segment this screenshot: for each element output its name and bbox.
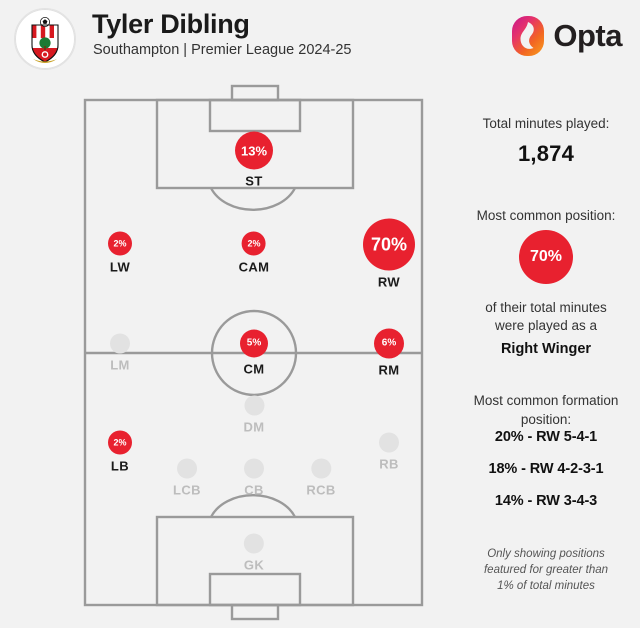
most-common-position-bubble: 70% (519, 230, 573, 284)
position-label-st: ST (245, 173, 263, 189)
of-total-minutes-line2: were played as a (494, 318, 598, 333)
position-label-rm: RM (378, 362, 400, 378)
position-marker-rm: 6% RM (374, 328, 404, 378)
position-bubble-dm (244, 395, 264, 416)
position-bubble-lcb (176, 458, 197, 479)
position-marker-st: 13% ST (235, 131, 273, 189)
position-label-rw: RW (377, 274, 401, 290)
opta-logo-icon (512, 16, 545, 56)
position-marker-dm: DM (243, 395, 265, 435)
position-bubble-rw: 70% (363, 218, 415, 271)
position-marker-rb: RB (379, 432, 399, 472)
position-bubble-lw: 2% (108, 231, 132, 256)
position-marker-rcb: RCB (306, 458, 336, 498)
most-common-position-label: Most common position: (476, 208, 616, 223)
position-marker-lcb: LCB (173, 458, 201, 498)
position-marker-gk: GK (243, 533, 265, 573)
position-label-lw: LW (109, 259, 131, 275)
position-label-rb: RB (379, 456, 399, 472)
most-common-position-name: Right Winger (500, 341, 592, 357)
opta-wordmark: Opta (553, 18, 622, 53)
southampton-crest-icon (14, 8, 76, 70)
position-label-cam: CAM (238, 259, 270, 275)
total-minutes-value: 1,874 (517, 141, 575, 166)
position-bubble-cb (244, 458, 264, 479)
position-bubble-cam: 2% (242, 231, 266, 256)
total-minutes-label: Total minutes played: (482, 116, 610, 131)
position-bubble-gk (244, 533, 264, 554)
formation-row-2: 18% - RW 4-2-3-1 (488, 461, 604, 477)
footnote-line2: featured for greater than (483, 564, 609, 576)
position-bubble-rb (379, 432, 399, 453)
position-label-cm: CM (243, 361, 265, 377)
position-label-rcb: RCB (306, 482, 336, 498)
position-label-lm: LM (110, 357, 130, 373)
position-bubble-lb: 2% (108, 430, 132, 455)
opta-logo: Opta (511, 14, 622, 58)
position-marker-cam: 2% CAM (238, 231, 270, 275)
footnote-line3: 1% of total minutes (497, 580, 595, 592)
position-bubble-st: 13% (235, 131, 273, 170)
position-bubble-rm: 6% (374, 328, 404, 359)
position-label-cb: CB (244, 482, 264, 498)
position-label-dm: DM (243, 419, 265, 435)
position-marker-cb: CB (244, 458, 264, 498)
position-label-lb: LB (110, 458, 130, 474)
player-subtitle: Southampton | Premier League 2024-25 (93, 42, 352, 58)
position-label-gk: GK (243, 557, 265, 573)
header: Tyler Dibling Southampton | Premier Leag… (0, 0, 640, 78)
page-title: Tyler Dibling (92, 9, 250, 39)
position-bubble-lm (110, 333, 130, 354)
position-bubble-cm: 5% (240, 329, 268, 358)
position-marker-rw: 70% RW (363, 218, 415, 290)
pitch-diagram: 13% ST 2% LW 2% CAM 70% RW LM 5% CM 6% RM DM 2% LB RB LCB… (0, 78, 452, 628)
position-bubble-rcb (311, 458, 331, 479)
formation-label: Most common formation position: (473, 393, 619, 427)
position-marker-lm: LM (110, 333, 130, 373)
position-marker-lb: 2% LB (108, 430, 132, 474)
formation-row-3: 14% - RW 3-4-3 (494, 493, 598, 509)
formation-row-1: 20% - RW 5-4-1 (494, 429, 598, 445)
stats-panel: Total minutes played: 1,874 Most common … (452, 78, 640, 628)
footnote-line1: Only showing positions (487, 548, 605, 560)
position-marker-cm: 5% CM (240, 329, 268, 377)
position-label-lcb: LCB (173, 482, 201, 498)
of-total-minutes-line1: of their total minutes (485, 300, 607, 315)
position-marker-lw: 2% LW (108, 231, 132, 275)
